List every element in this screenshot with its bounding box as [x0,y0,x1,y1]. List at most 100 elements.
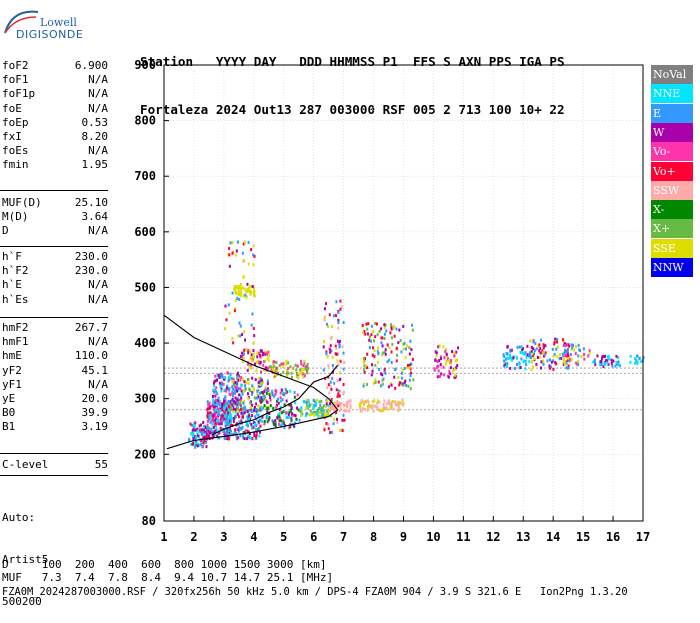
data-point [532,365,535,369]
data-point [260,396,263,400]
data-point [242,408,245,412]
data-point [294,414,297,418]
data-point [566,352,569,356]
data-point [234,407,237,411]
data-point [342,413,345,417]
data-point [214,408,217,412]
data-point [358,402,361,406]
data-point [540,351,543,355]
data-point [570,343,573,347]
data-point [456,363,459,367]
data-point [402,342,405,346]
data-point [215,416,218,420]
logo-line1: Lowell [40,16,77,29]
data-point [568,344,571,348]
data-point [442,345,445,349]
data-point [223,396,226,400]
profile-curve [163,314,339,450]
data-point [215,426,218,430]
data-point [434,350,437,354]
data-point [235,389,238,393]
data-point [217,413,220,417]
data-point [551,347,554,351]
data-point [224,411,227,415]
param-name: B1 [2,420,16,434]
data-point [208,401,211,405]
data-point [277,401,280,405]
data-point [223,417,226,421]
data-point [255,407,258,411]
x-tick-label: 8 [370,530,377,544]
data-point [252,386,255,390]
data-point [340,305,343,309]
data-point [531,354,534,358]
data-point [237,371,240,375]
x-tick-label: 1 [160,530,167,544]
data-point [250,285,253,289]
data-point [435,351,438,355]
data-point [212,425,215,429]
data-point [319,409,322,413]
data-point [436,365,439,369]
x-tick-label: 14 [546,530,560,544]
data-point [362,360,365,364]
data-point [259,424,262,428]
data-point [278,422,281,426]
data-point [220,384,223,388]
data-point [596,354,599,358]
data-point [250,424,253,428]
data-point [227,429,230,433]
data-point [280,362,283,366]
data-point [447,357,450,361]
data-point [327,409,330,413]
data-point [219,420,222,424]
data-point [252,349,255,353]
data-point [437,364,440,368]
data-point [324,404,327,408]
data-point [524,359,527,363]
data-point [252,253,255,257]
data-point [449,366,452,370]
logo-line2: DIGISONDE [16,28,84,41]
data-point [259,400,262,404]
data-point [313,403,316,407]
data-point [253,409,256,413]
data-point [337,310,340,314]
data-point [277,413,280,417]
param-name: hmE [2,349,22,363]
data-point [610,358,613,362]
data-point [298,368,301,372]
data-point [217,432,220,436]
data-point [329,380,332,384]
data-point [254,437,257,441]
data-point [207,432,210,436]
data-point [395,346,398,350]
data-point [411,323,414,327]
data-point [233,287,236,291]
data-point [242,415,245,419]
data-point [302,400,305,404]
data-point [267,350,270,354]
param-name: foF2 [2,59,29,72]
data-point [503,359,506,363]
data-point [238,420,241,424]
data-point [242,275,245,279]
data-point [321,409,324,413]
data-point [216,419,219,423]
data-point [300,406,303,410]
data-point [233,400,236,404]
data-point [341,418,344,422]
data-point [202,430,205,434]
data-point [574,352,577,356]
data-point [288,410,291,414]
data-point [397,405,400,409]
data-point [397,408,400,412]
data-point [228,387,231,391]
data-point [275,360,278,364]
data-point [610,361,613,365]
x-tick-label: 11 [456,530,470,544]
data-point [264,359,267,363]
data-point [243,240,246,244]
data-point [265,398,268,402]
data-point [237,374,240,378]
